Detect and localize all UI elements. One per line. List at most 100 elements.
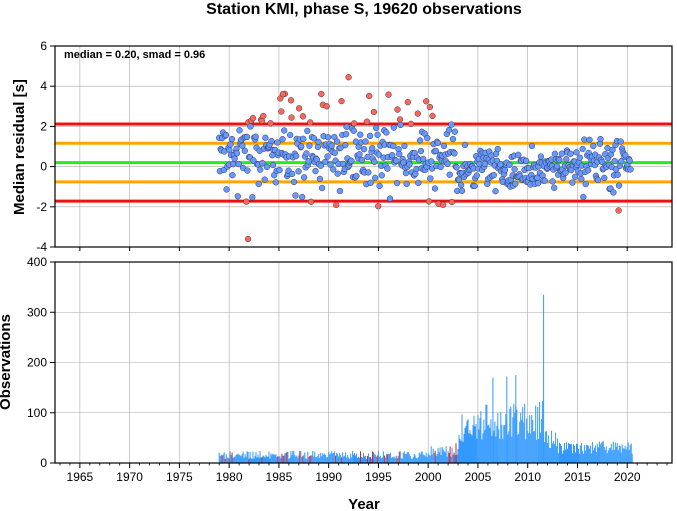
residual-point <box>610 189 617 196</box>
residual-point <box>563 156 570 163</box>
observation-bar <box>246 451 248 463</box>
observation-bar <box>418 452 420 463</box>
observation-bar <box>272 453 274 463</box>
residual-point <box>367 179 374 186</box>
x-tick-label: 2010 <box>514 470 541 484</box>
observation-bar <box>479 418 481 463</box>
outlier-point <box>439 201 447 208</box>
observation-bar <box>310 455 312 463</box>
observation-bar <box>434 450 436 463</box>
residual-point <box>305 158 312 165</box>
residual-point <box>562 169 569 176</box>
observation-bar <box>409 456 411 463</box>
observation-bar <box>445 446 447 463</box>
residual-point <box>541 177 548 184</box>
residual-point <box>390 142 397 150</box>
observation-bar <box>247 451 249 463</box>
observation-bar <box>348 457 350 463</box>
observation-bar <box>466 420 468 463</box>
observation-bar <box>625 449 627 463</box>
residual-point <box>461 141 469 149</box>
observation-bar <box>385 454 387 463</box>
observation-bar <box>495 436 497 463</box>
observation-bar <box>252 451 254 463</box>
observation-bar <box>250 457 252 463</box>
x-tick-label: 1975 <box>166 470 193 484</box>
observation-bar <box>437 448 439 463</box>
residual-point <box>300 135 307 142</box>
observation-bar <box>337 454 339 463</box>
observation-bar <box>368 453 369 463</box>
residual-point <box>328 142 335 149</box>
observation-bar <box>620 452 622 463</box>
residual-point <box>601 174 608 182</box>
residual-point <box>611 157 618 165</box>
observation-bar <box>580 443 582 463</box>
observation-bar <box>253 458 255 463</box>
observation-bar <box>373 452 374 463</box>
observation-bar <box>312 451 314 463</box>
observation-bar <box>609 448 611 463</box>
observation-bar <box>483 419 485 463</box>
residual-point <box>393 157 400 164</box>
observation-bar <box>274 454 276 463</box>
observation-bar <box>480 411 482 463</box>
observation-bar <box>412 457 414 463</box>
observation-bar <box>548 435 550 463</box>
observation-bar <box>584 450 586 463</box>
observation-bar <box>271 454 273 463</box>
residual-point <box>261 176 268 183</box>
observation-bar <box>478 429 480 463</box>
observation-bar <box>490 419 492 463</box>
residual-point <box>579 145 586 153</box>
residual-point <box>501 166 509 174</box>
outlier-point <box>299 113 307 120</box>
observation-bar <box>602 441 604 463</box>
observation-bar <box>488 424 490 463</box>
observation-bar <box>594 445 596 463</box>
observation-bar <box>593 447 595 463</box>
observation-bar <box>459 438 461 463</box>
observation-bar <box>464 427 466 463</box>
outlier-point <box>394 106 401 113</box>
observation-bar <box>619 446 621 463</box>
observation-bar <box>544 442 546 463</box>
outlier-point <box>318 90 325 98</box>
y-tick-label: 0 <box>40 160 47 174</box>
observation-bar <box>387 453 389 463</box>
observation-bar <box>404 453 406 463</box>
observation-bar <box>599 444 601 463</box>
observation-bar <box>617 450 619 463</box>
observation-bar <box>425 452 427 463</box>
outlier-point <box>338 97 345 105</box>
observation-bar <box>493 430 495 463</box>
observation-bar <box>406 452 408 463</box>
residual-point <box>497 161 504 168</box>
x-tick-label: 1965 <box>67 470 94 484</box>
observation-bar <box>223 452 225 463</box>
observation-bar <box>520 412 522 463</box>
residual-point <box>375 151 382 158</box>
observation-bar <box>524 403 526 463</box>
observation-bar <box>589 445 591 463</box>
observation-bar <box>324 453 326 463</box>
observation-bar <box>400 458 402 463</box>
residual-point <box>506 161 513 168</box>
observation-bar <box>441 446 443 463</box>
observation-bar <box>364 456 365 463</box>
observation-bar <box>588 448 590 463</box>
observation-bar <box>595 452 597 463</box>
observation-bar <box>218 452 220 463</box>
residual-point <box>551 150 559 157</box>
observation-bar <box>615 446 617 463</box>
observation-bar <box>238 454 240 463</box>
residual-point <box>453 164 460 171</box>
observation-bar <box>300 451 302 463</box>
observation-bar <box>624 446 626 463</box>
residual-point <box>571 173 579 180</box>
residual-point <box>235 160 242 168</box>
residual-point <box>432 147 439 155</box>
residual-point <box>522 157 530 164</box>
observation-bar <box>444 452 446 463</box>
outlier-point <box>370 108 378 116</box>
